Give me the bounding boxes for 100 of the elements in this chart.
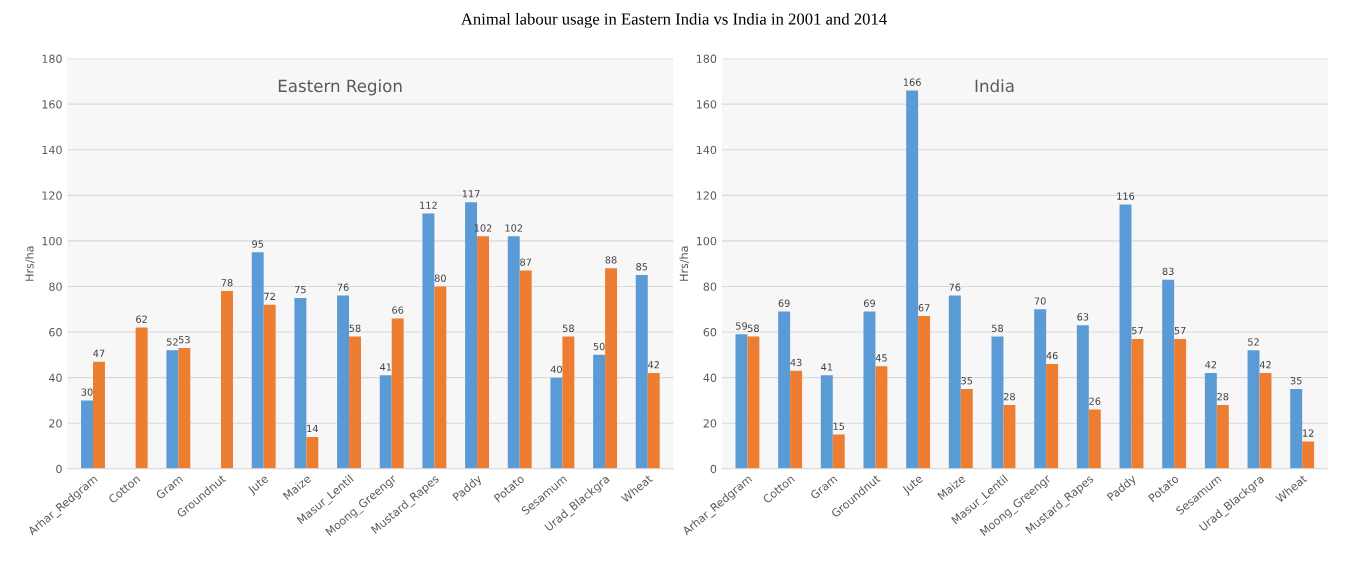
bar bbox=[1204, 373, 1217, 469]
data-label: 43 bbox=[790, 358, 802, 367]
data-label: 58 bbox=[349, 324, 361, 332]
bar bbox=[1162, 279, 1175, 469]
bar bbox=[1076, 325, 1089, 469]
bar bbox=[747, 336, 760, 469]
y-axis-title: Hrs/ha bbox=[679, 246, 689, 281]
data-label: 102 bbox=[505, 224, 523, 232]
data-label: 42 bbox=[648, 361, 659, 369]
bar bbox=[477, 236, 490, 469]
data-label: 12 bbox=[1303, 429, 1314, 437]
bar bbox=[875, 366, 888, 469]
data-label: 57 bbox=[1132, 327, 1143, 335]
y-tick-label: 140 bbox=[696, 145, 717, 155]
data-label: 50 bbox=[593, 342, 605, 351]
y-tick-label: 160 bbox=[42, 100, 62, 109]
bar bbox=[263, 304, 276, 469]
bar bbox=[1259, 373, 1272, 469]
data-label: 14 bbox=[307, 425, 318, 433]
data-label: 95 bbox=[252, 240, 264, 248]
y-axis-title: Hrs/ha bbox=[25, 246, 35, 281]
bar bbox=[1247, 350, 1260, 469]
bar bbox=[166, 350, 179, 469]
y-tick-label: 100 bbox=[42, 236, 62, 246]
y-tick-label: 40 bbox=[48, 373, 62, 383]
data-label: 87 bbox=[520, 258, 532, 266]
bar bbox=[349, 336, 361, 469]
bar bbox=[550, 377, 563, 469]
data-label: 78 bbox=[221, 279, 233, 287]
bar bbox=[1119, 204, 1132, 469]
bar bbox=[1290, 389, 1303, 469]
data-label: 117 bbox=[462, 190, 480, 198]
bar bbox=[507, 236, 520, 469]
y-tick-label: 80 bbox=[49, 282, 62, 291]
bar bbox=[93, 361, 105, 469]
bar bbox=[863, 311, 876, 469]
bar bbox=[306, 436, 319, 469]
bar bbox=[960, 389, 973, 469]
bar bbox=[647, 373, 660, 469]
bar bbox=[778, 311, 791, 469]
bar bbox=[221, 291, 233, 469]
bar bbox=[519, 270, 532, 469]
bar bbox=[1174, 338, 1187, 469]
y-tick-label: 40 bbox=[703, 373, 717, 383]
y-tick-label: 100 bbox=[696, 236, 717, 246]
y-tick-label: 180 bbox=[696, 54, 717, 63]
data-label: 52 bbox=[1248, 338, 1259, 346]
bar bbox=[1131, 338, 1144, 469]
bar bbox=[391, 318, 404, 469]
y-tick-label: 20 bbox=[49, 419, 62, 428]
bar bbox=[735, 334, 748, 469]
data-label: 85 bbox=[636, 263, 648, 271]
y-tick-label: 20 bbox=[703, 419, 717, 428]
data-label: 80 bbox=[434, 274, 446, 282]
data-label: 57 bbox=[1174, 327, 1186, 335]
data-label: 46 bbox=[1046, 351, 1058, 360]
data-label: 30 bbox=[81, 388, 93, 396]
data-label: 58 bbox=[747, 324, 759, 332]
data-label: 88 bbox=[605, 256, 617, 264]
bar bbox=[918, 316, 931, 469]
data-label: 83 bbox=[1162, 267, 1174, 275]
bar bbox=[991, 336, 1004, 469]
data-label: 47 bbox=[93, 349, 105, 357]
bar bbox=[593, 354, 606, 469]
data-label: 116 bbox=[1117, 192, 1135, 200]
bar bbox=[562, 336, 575, 469]
data-label: 76 bbox=[337, 283, 349, 291]
data-label: 45 bbox=[875, 354, 887, 362]
data-label: 75 bbox=[295, 286, 306, 294]
bar bbox=[81, 400, 93, 469]
data-label: 41 bbox=[821, 363, 833, 371]
bar bbox=[906, 90, 919, 469]
data-label: 66 bbox=[392, 306, 404, 314]
y-tick-label: 120 bbox=[42, 191, 62, 200]
bar bbox=[422, 213, 435, 469]
data-label: 53 bbox=[178, 336, 190, 344]
data-label: 67 bbox=[918, 304, 930, 312]
data-label: 58 bbox=[562, 324, 574, 332]
bar bbox=[251, 252, 264, 469]
data-label: 42 bbox=[1259, 361, 1271, 369]
y-tick-label: 60 bbox=[703, 328, 717, 337]
data-label: 59 bbox=[736, 322, 747, 330]
bar bbox=[1088, 409, 1101, 469]
y-tick-label: 120 bbox=[696, 191, 717, 200]
data-label: 166 bbox=[903, 78, 921, 86]
data-label: 26 bbox=[1089, 397, 1101, 405]
y-tick-label: 180 bbox=[42, 54, 62, 63]
data-label: 35 bbox=[961, 377, 973, 385]
text: Eastern Region bbox=[278, 79, 402, 96]
bar bbox=[1302, 441, 1315, 469]
data-label: 52 bbox=[166, 338, 178, 346]
data-label: 76 bbox=[949, 283, 961, 291]
bar bbox=[178, 348, 191, 469]
text: India bbox=[975, 79, 1014, 93]
bar bbox=[832, 434, 845, 469]
data-label: 112 bbox=[420, 201, 437, 209]
data-label: 62 bbox=[136, 315, 147, 323]
bar bbox=[790, 370, 803, 469]
bar bbox=[434, 286, 447, 469]
y-tick-label: 80 bbox=[703, 282, 717, 291]
